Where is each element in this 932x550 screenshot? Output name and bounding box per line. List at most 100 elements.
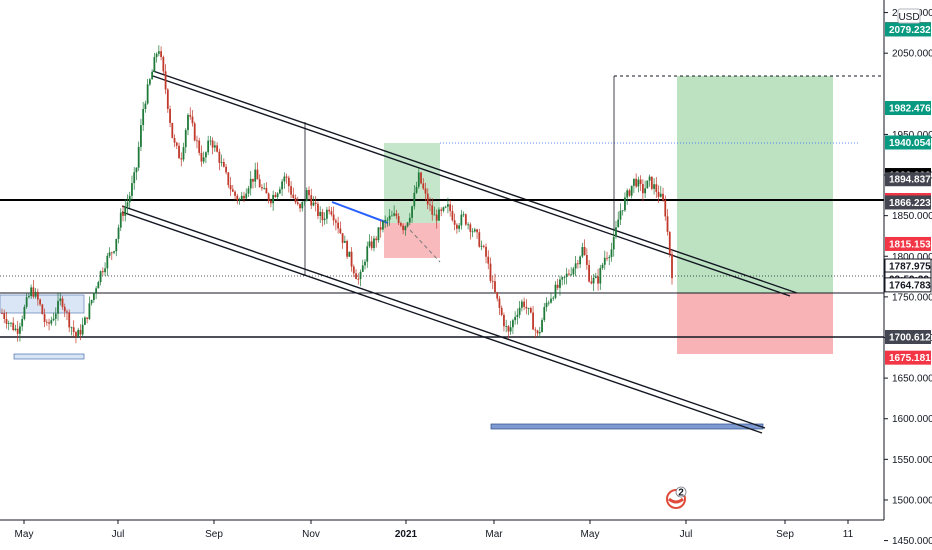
- candle-body: [140, 125, 142, 147]
- candle-body: [231, 189, 234, 192]
- candle-body: [249, 178, 252, 189]
- candle-body: [364, 261, 366, 266]
- candle-body: [592, 277, 595, 284]
- candle-body: [352, 266, 355, 274]
- price-tag[interactable]: 1894.837: [885, 172, 931, 187]
- channel-layer: [121, 70, 798, 434]
- candle-body: [202, 157, 205, 162]
- candle-body: [559, 279, 561, 288]
- candle-body: [319, 211, 322, 216]
- candle-body: [346, 240, 348, 257]
- candle-body: [3, 313, 6, 319]
- candle-body: [48, 322, 50, 324]
- currency-button[interactable]: USD: [897, 8, 921, 24]
- blue-trend-segment[interactable]: [331, 201, 389, 224]
- candle-body: [216, 145, 219, 152]
- candle-body: [621, 210, 624, 212]
- candle-body: [411, 206, 413, 218]
- candle-body: [388, 215, 391, 220]
- price-tag[interactable]: 1700.612: [885, 330, 931, 344]
- candle-body: [581, 247, 584, 257]
- price-tag[interactable]: 2079.232: [885, 22, 931, 37]
- support-target-bar[interactable]: [490, 423, 764, 430]
- candle-body: [337, 222, 340, 229]
- lower-channel-line-a[interactable]: [121, 205, 766, 429]
- price-tag[interactable]: 1815.153: [885, 236, 931, 251]
- time-tick-label: May: [15, 529, 34, 540]
- candle-body: [514, 316, 517, 321]
- price-tag[interactable]: 1675.181: [885, 350, 931, 365]
- upper-channel-line-a[interactable]: [152, 70, 798, 294]
- candle-body: [550, 298, 552, 303]
- time-tick-label: 2021: [395, 529, 418, 540]
- candle-body: [12, 322, 15, 330]
- price-tag[interactable]: 1982.476: [885, 101, 931, 116]
- time-axis[interactable]: May Jul Sep Nov 2021 Mar May Jul Sep 11: [0, 519, 884, 550]
- candle-body: [485, 246, 487, 257]
- candle-body: [554, 284, 557, 298]
- candle-body: [655, 184, 658, 192]
- left-range-box-lower[interactable]: [13, 353, 85, 360]
- candle-body: [574, 263, 577, 269]
- candle-body: [117, 227, 120, 239]
- candle-body: [639, 179, 642, 185]
- price-tag[interactable]: 1764.783: [884, 277, 932, 293]
- candle-body: [101, 271, 104, 273]
- candle-body: [603, 257, 606, 265]
- candle-body: [50, 320, 53, 324]
- price-tick-label: 1450.000: [892, 536, 932, 547]
- candle-body: [576, 263, 579, 265]
- candle-body: [431, 205, 434, 215]
- price-tag[interactable]: 1866.223: [885, 195, 931, 210]
- candle-body: [384, 220, 387, 222]
- candle-body: [45, 321, 48, 323]
- candle-body: [507, 326, 510, 332]
- levels-layer: [0, 75, 884, 338]
- price-axis-labels: 2079.4652079.2321982.4761940.0541900.000…: [884, 22, 932, 365]
- candle-body: [200, 152, 203, 162]
- candle-body: [148, 79, 151, 85]
- candle-body: [164, 71, 167, 90]
- candle-body: [505, 326, 508, 327]
- long-stop-zone[interactable]: [677, 293, 833, 354]
- candle-body: [529, 307, 532, 313]
- candle-body: [355, 273, 357, 280]
- candle-body: [644, 188, 647, 194]
- candle-body: [254, 169, 257, 182]
- candle-body: [191, 116, 194, 124]
- candle-body: [348, 251, 351, 257]
- candle-body: [184, 130, 187, 148]
- candle-body: [637, 179, 640, 187]
- candle-body: [240, 195, 243, 200]
- candle-body: [532, 312, 534, 330]
- candle-body: [301, 201, 304, 209]
- lower-channel-line-b[interactable]: [121, 211, 763, 434]
- candle-body: [281, 181, 284, 190]
- candle-body: [305, 190, 308, 202]
- event-badge[interactable]: 2: [666, 486, 687, 509]
- candle-body: [169, 108, 171, 123]
- price-axis[interactable]: 2150.0002100.0002050.0001950.0001900.000…: [883, 0, 932, 550]
- candle-body: [399, 223, 402, 226]
- candle-body: [261, 187, 263, 189]
- candle-body: [516, 314, 519, 317]
- candle-body: [417, 172, 420, 187]
- candle-body: [312, 202, 315, 206]
- dashed-projection[interactable]: [409, 229, 441, 263]
- candle-body: [653, 184, 655, 189]
- candle-body: [635, 178, 638, 187]
- price-tag-label: 1764.783: [889, 280, 931, 291]
- candle-body: [122, 212, 124, 216]
- long-target-zone[interactable]: [677, 76, 833, 293]
- candle-body: [133, 172, 136, 184]
- time-tick-label: Sep: [205, 529, 223, 540]
- candle-body: [343, 240, 346, 243]
- price-tag-label: 1866.223: [889, 198, 931, 209]
- price-tag[interactable]: 1787.975: [884, 258, 932, 274]
- time-tick-label: Jul: [680, 529, 693, 540]
- price-tag[interactable]: 1940.054: [885, 135, 931, 150]
- candle-body: [61, 298, 64, 307]
- upper-channel-line-b[interactable]: [152, 75, 791, 297]
- candle-body: [308, 190, 310, 196]
